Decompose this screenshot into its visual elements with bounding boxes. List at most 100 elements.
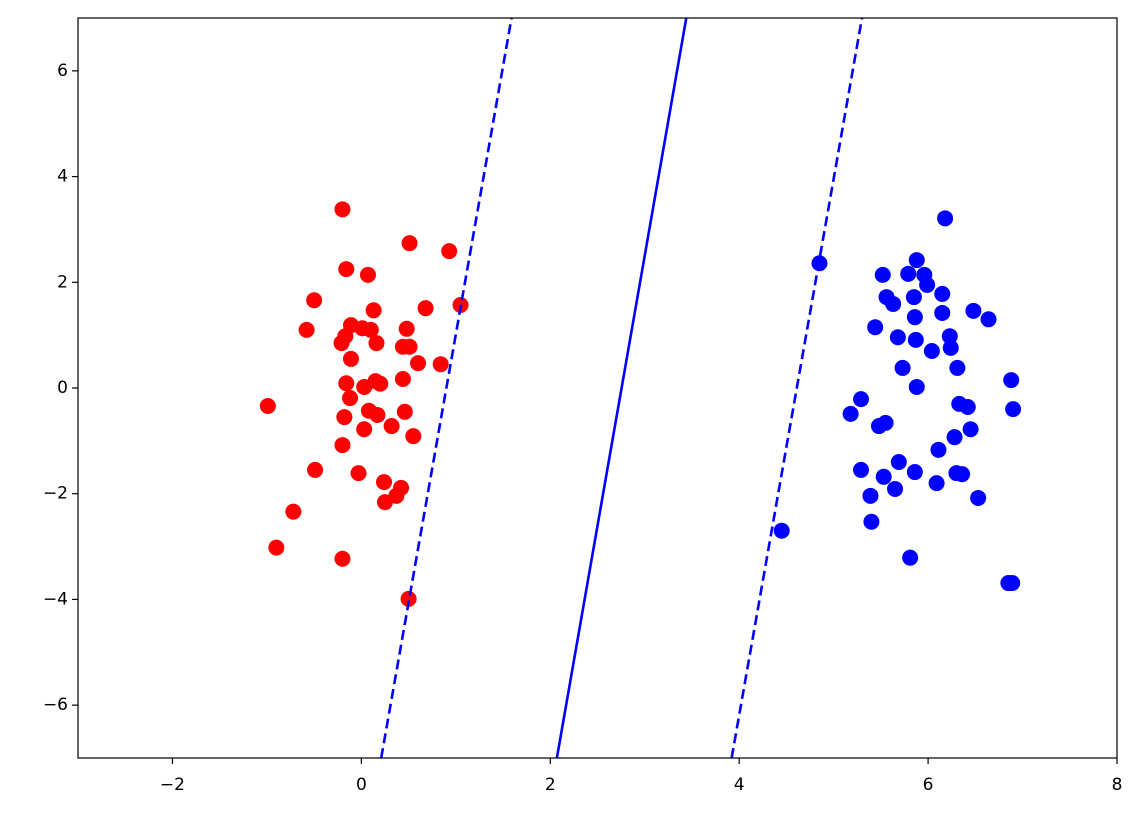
y-tick-label: 0 bbox=[57, 378, 68, 398]
scatter-point bbox=[432, 356, 449, 373]
scatter-point bbox=[894, 359, 911, 376]
scatter-point bbox=[867, 319, 884, 336]
scatter-point bbox=[376, 494, 393, 511]
scatter-point bbox=[401, 338, 418, 355]
scatter-point bbox=[959, 399, 976, 416]
y-tick-label: −4 bbox=[43, 589, 68, 609]
scatter-point bbox=[334, 437, 351, 454]
scatter-point bbox=[410, 355, 427, 372]
scatter-point bbox=[376, 474, 393, 491]
scatter-point bbox=[338, 261, 355, 278]
x-tick-label: 0 bbox=[356, 775, 367, 795]
scatter-point bbox=[398, 320, 415, 337]
scatter-point bbox=[870, 418, 887, 435]
scatter-point bbox=[342, 390, 359, 407]
scatter-point bbox=[1005, 401, 1022, 418]
scatter-point bbox=[372, 375, 389, 392]
scatter-point bbox=[885, 295, 902, 312]
scatter-point bbox=[401, 235, 418, 252]
scatter-point bbox=[887, 480, 904, 497]
scatter-point bbox=[350, 465, 367, 482]
scatter-point bbox=[383, 418, 400, 435]
scatter-point bbox=[919, 276, 936, 293]
scatter-point bbox=[889, 329, 906, 346]
scatter-point bbox=[906, 464, 923, 481]
x-tick-label: −2 bbox=[160, 775, 185, 795]
scatter-point bbox=[970, 489, 987, 506]
scatter-point bbox=[875, 468, 892, 485]
scatter-point bbox=[441, 243, 458, 260]
plot-area bbox=[259, 18, 1022, 758]
x-tick-label: 6 bbox=[923, 775, 934, 795]
scatter-point bbox=[962, 421, 979, 438]
scatter-point bbox=[334, 201, 351, 218]
scatter-point bbox=[980, 311, 997, 328]
scatter-point bbox=[298, 321, 315, 338]
boundary-line bbox=[555, 18, 688, 758]
scatter-point bbox=[394, 371, 411, 388]
scatter-point bbox=[268, 539, 285, 556]
scatter-point bbox=[862, 487, 879, 504]
scatter-point bbox=[359, 266, 376, 283]
scatter-point bbox=[417, 300, 434, 317]
scatter-point bbox=[405, 428, 422, 445]
scatter-point bbox=[942, 339, 959, 356]
scatter-point bbox=[365, 302, 382, 319]
scatter-point bbox=[928, 475, 945, 492]
scatter-point bbox=[842, 405, 859, 422]
scatter-point bbox=[874, 266, 891, 283]
scatter-point bbox=[905, 289, 922, 306]
scatter-point bbox=[285, 503, 302, 520]
scatter-point bbox=[773, 522, 790, 539]
scatter-point bbox=[333, 335, 350, 352]
scatter-point bbox=[949, 359, 966, 376]
scatter-point bbox=[356, 378, 373, 395]
scatter-point bbox=[362, 321, 379, 338]
scatter-point bbox=[941, 328, 958, 345]
scatter-point bbox=[930, 441, 947, 458]
scatter-point bbox=[946, 429, 963, 446]
scatter-point bbox=[369, 406, 386, 423]
scatter-point bbox=[890, 454, 907, 470]
scatter-point bbox=[400, 590, 417, 607]
y-tick-label: −2 bbox=[43, 484, 68, 504]
axes-frame bbox=[77, 17, 1118, 759]
x-tick-label: 2 bbox=[545, 775, 556, 795]
scatter-point bbox=[306, 292, 323, 309]
x-tick-label: 8 bbox=[1112, 775, 1123, 795]
boundary-line bbox=[379, 18, 513, 758]
y-tick-label: 2 bbox=[57, 272, 68, 292]
scatter-point bbox=[937, 210, 954, 227]
scatter-point bbox=[368, 335, 385, 352]
scatter-point bbox=[336, 409, 353, 426]
scatter-point bbox=[356, 421, 373, 438]
scatter-point bbox=[863, 513, 880, 530]
scatter-point bbox=[853, 461, 870, 478]
y-tick-label: −6 bbox=[43, 695, 68, 715]
scatter-point bbox=[908, 378, 925, 395]
scatter-point bbox=[853, 391, 870, 408]
scatter-point bbox=[396, 403, 413, 420]
scatter-point bbox=[902, 549, 919, 566]
scatter-point bbox=[1004, 575, 1021, 592]
y-tick-label: 6 bbox=[57, 61, 68, 81]
scatter-point bbox=[1003, 372, 1020, 389]
scatter-point bbox=[934, 304, 951, 321]
scatter-point bbox=[342, 350, 359, 367]
scatter-point bbox=[906, 309, 923, 326]
scatter-point bbox=[907, 331, 924, 348]
scatter-point bbox=[307, 461, 324, 478]
scatter-point bbox=[338, 375, 355, 392]
scatter-point bbox=[259, 397, 276, 414]
scatter-point bbox=[934, 285, 951, 302]
y-tick-label: 4 bbox=[57, 167, 68, 187]
x-tick-label: 4 bbox=[734, 775, 745, 795]
scatter-point bbox=[923, 343, 940, 359]
scatter-point bbox=[334, 550, 351, 567]
boundary-line bbox=[730, 18, 864, 758]
scatter-point bbox=[954, 466, 971, 483]
scatter-point bbox=[908, 252, 925, 269]
scatter-point bbox=[900, 265, 917, 282]
scatter-point bbox=[965, 302, 982, 319]
